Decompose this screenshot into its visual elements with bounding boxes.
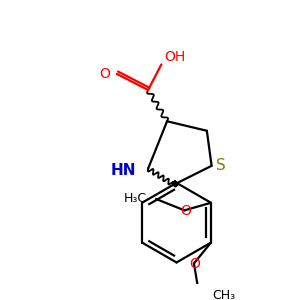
Text: S: S — [216, 158, 226, 173]
Text: OH: OH — [164, 50, 185, 64]
Text: H₃C: H₃C — [123, 193, 147, 206]
Text: O: O — [180, 204, 191, 218]
Text: CH₃: CH₃ — [212, 289, 235, 300]
Text: HN: HN — [110, 163, 136, 178]
Text: O: O — [190, 257, 200, 272]
Text: O: O — [99, 67, 110, 81]
